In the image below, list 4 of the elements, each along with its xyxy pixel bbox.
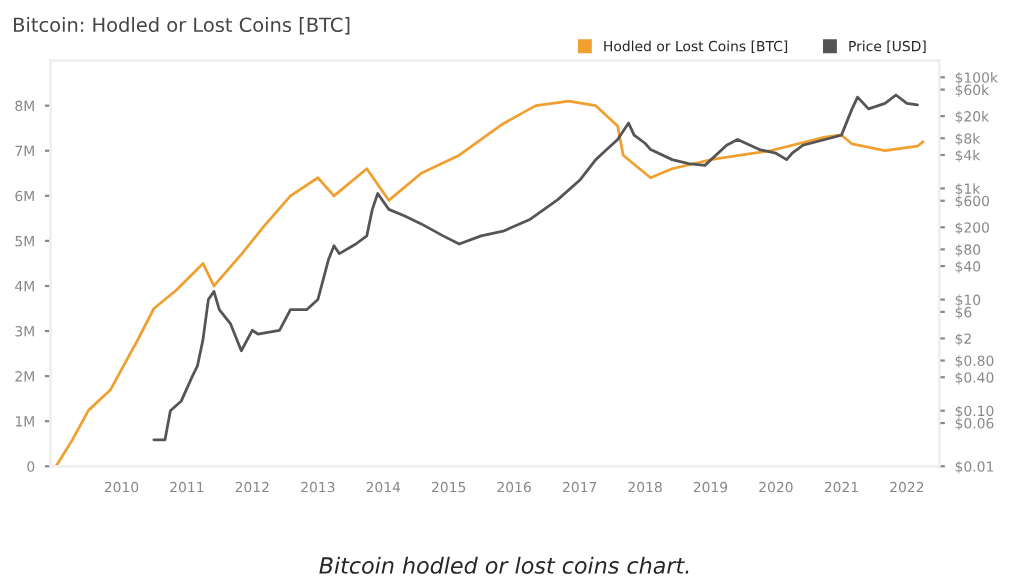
line-series (54, 99, 925, 467)
text: Bitcoin hodled or lost coins chart. (319, 556, 689, 574)
chart-title: Bitcoin: Hodled or Lost Coins [BTC] (14, 17, 350, 35)
line-series (152, 93, 919, 442)
